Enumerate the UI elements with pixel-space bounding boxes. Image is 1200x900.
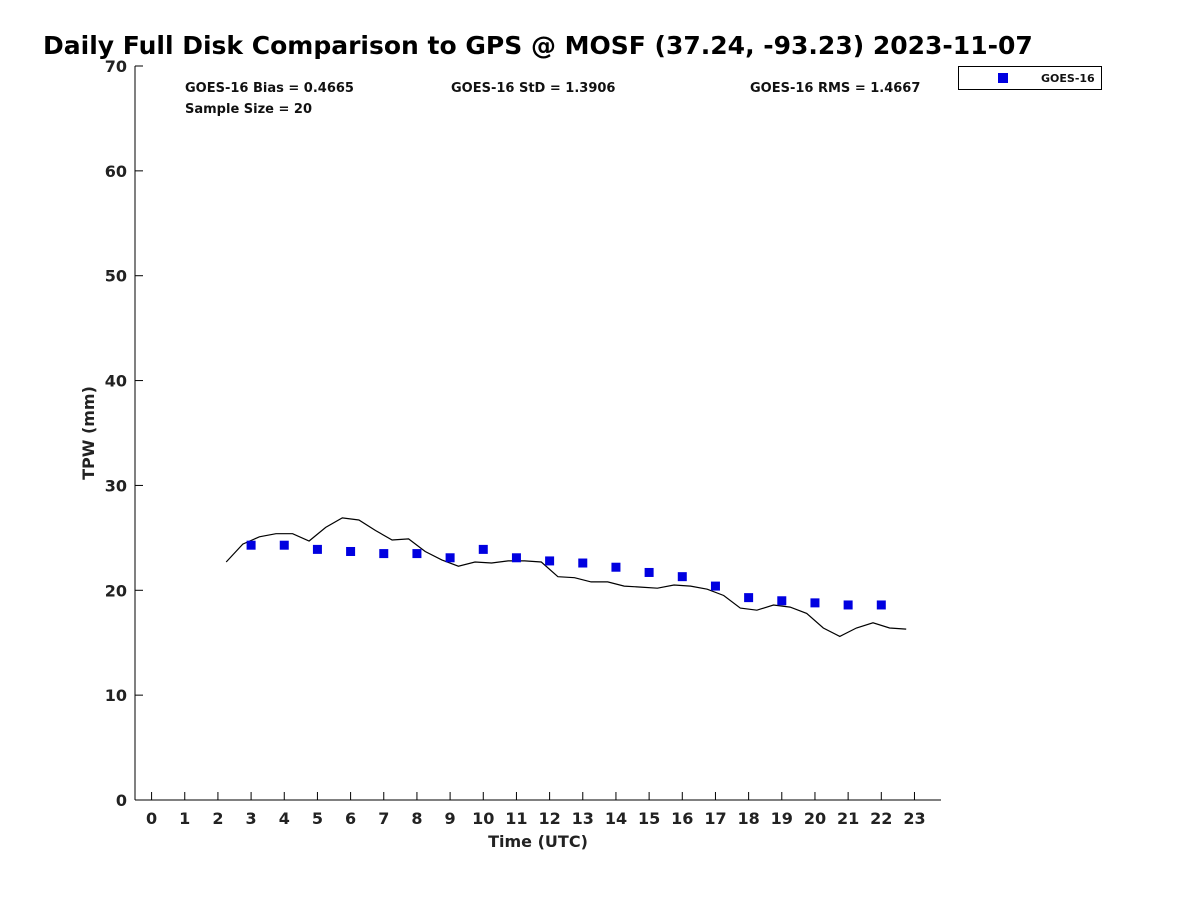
rms-stat: GOES-16 RMS = 1.4667	[750, 81, 920, 96]
x-tick-label: 9	[445, 809, 456, 828]
y-tick-label: 60	[105, 162, 127, 181]
x-ticks: 0 1 2 3 4 5 6 7 8 9 10 11 12 13 14 15 16 17 18 19 20 21 22 23	[146, 792, 926, 828]
goes16-point	[412, 549, 422, 559]
goes16-point	[843, 600, 853, 610]
y-tick-label: 20	[105, 581, 127, 600]
goes16-point	[445, 553, 455, 563]
goes16-point	[545, 556, 555, 566]
bias-stat: GOES-16 Bias = 0.4665	[185, 81, 354, 96]
x-tick-label: 10	[472, 809, 494, 828]
goes16-point	[810, 598, 820, 608]
x-tick-label: 7	[378, 809, 389, 828]
x-tick-label: 23	[903, 809, 925, 828]
x-tick-label: 21	[837, 809, 859, 828]
goes16-point	[876, 600, 886, 610]
goes16-point	[346, 546, 356, 556]
legend-box	[958, 66, 1102, 90]
series-points-group	[246, 540, 886, 610]
x-tick-label: 22	[870, 809, 892, 828]
x-axis-label: Time (UTC)	[488, 832, 588, 851]
legend-label-goes16: GOES-16	[1041, 72, 1095, 85]
y-tick-label: 30	[105, 476, 127, 495]
x-tick-label: 6	[345, 809, 356, 828]
x-tick-label: 17	[704, 809, 726, 828]
goes16-point	[379, 549, 389, 559]
x-tick-label: 3	[246, 809, 257, 828]
chart-title: Daily Full Disk Comparison to GPS @ MOSF…	[43, 31, 1033, 60]
goes16-point	[644, 567, 654, 577]
y-tick-label: 70	[105, 57, 127, 76]
x-tick-label: 5	[312, 809, 323, 828]
goes16-point	[246, 540, 256, 550]
goes16-point	[478, 544, 488, 554]
series-line-group	[225, 517, 907, 638]
y-tick-label: 50	[105, 267, 127, 286]
x-tick-label: 16	[671, 809, 693, 828]
goes16-point	[578, 558, 588, 568]
y-tick-label: 40	[105, 372, 127, 391]
x-tick-label: 13	[572, 809, 594, 828]
y-axis-label: TPW (mm)	[79, 386, 98, 480]
x-tick-label: 12	[538, 809, 560, 828]
goes16-point	[312, 544, 322, 554]
x-tick-label: 20	[804, 809, 826, 828]
legend: GOES-16	[958, 66, 1102, 90]
goes16-point	[744, 593, 754, 603]
x-tick-label: 4	[279, 809, 290, 828]
stats-panel: GOES-16 Bias = 0.4665 GOES-16 StD = 1.39…	[185, 81, 920, 117]
x-tick-label: 14	[605, 809, 627, 828]
x-tick-label: 2	[212, 809, 223, 828]
x-tick-label: 8	[411, 809, 422, 828]
x-tick-label: 0	[146, 809, 157, 828]
std-stat: GOES-16 StD = 1.3906	[451, 81, 615, 96]
x-tick-label: 19	[771, 809, 793, 828]
goes16-point	[511, 553, 521, 563]
y-tick-label: 0	[116, 791, 127, 810]
y-tick-label: 10	[105, 686, 127, 705]
goes16-point	[677, 572, 687, 582]
x-tick-label: 15	[638, 809, 660, 828]
gps-tpw-line	[225, 517, 907, 638]
x-tick-label: 18	[737, 809, 759, 828]
y-ticks: 0 10 20 30 40 50 60 70	[105, 57, 143, 810]
x-tick-label: 1	[179, 809, 190, 828]
goes16-point	[710, 581, 720, 591]
goes16-point	[777, 596, 787, 606]
goes16-point	[279, 540, 289, 550]
x-tick-label: 11	[505, 809, 527, 828]
goes16-point	[611, 562, 621, 572]
legend-marker-goes16	[998, 73, 1008, 83]
sample-size-stat: Sample Size = 20	[185, 102, 312, 117]
